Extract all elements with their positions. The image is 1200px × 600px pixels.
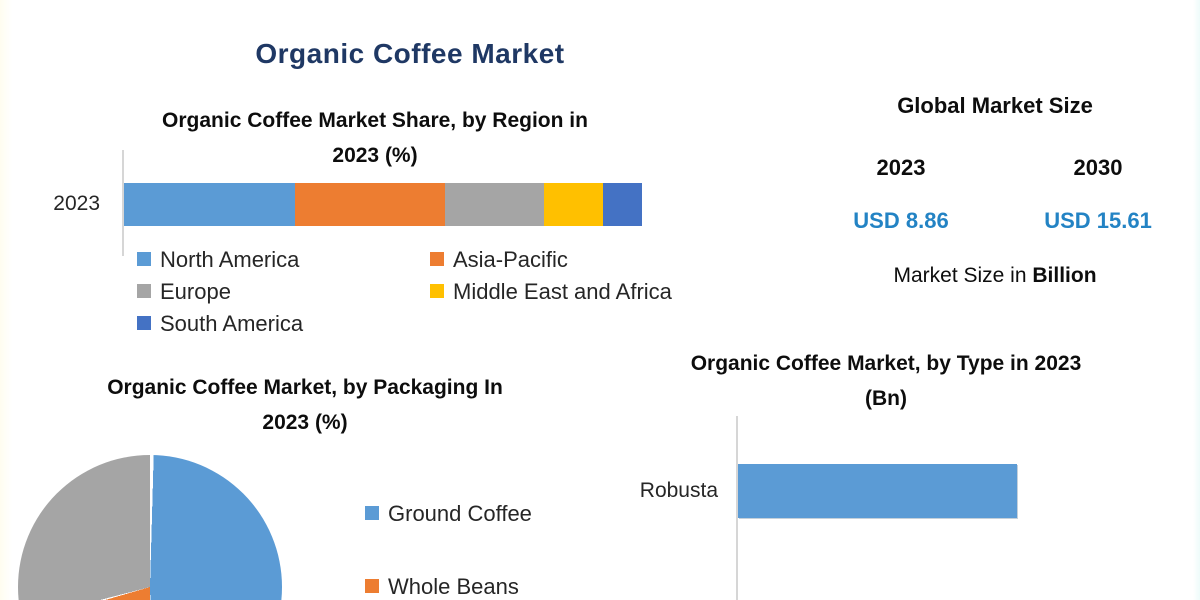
chart-title-line: Organic Coffee Market Share, by Region i… (162, 109, 588, 132)
type-chart-title: Organic Coffee Market, by Type in 2023 (… (656, 346, 1116, 416)
legend-label-asia-pacific: Asia-Pacific (453, 247, 568, 272)
legend-label-north-america: North America (160, 247, 300, 272)
market-size-value-2023: USD 8.86 (853, 208, 949, 233)
legend-swatch-south-america (137, 316, 151, 330)
legend-label-ground-coffee: Ground Coffee (388, 501, 532, 526)
bar-segment-north-america (124, 183, 295, 226)
market-size-year-2030: 2030 (1073, 155, 1123, 180)
legend-label-south-america: South America (160, 311, 304, 336)
packaging-chart-title: Organic Coffee Market, by Packaging In 2… (70, 370, 540, 440)
legend-item-whole-beans: Whole Beans (365, 574, 519, 600)
legend-label-middle-east-and-africa: Middle East and Africa (453, 279, 672, 304)
right-edge-tint (1193, 0, 1200, 600)
legend-swatch-asia-pacific (430, 252, 444, 266)
chart-title-line: 2023 (%) (332, 144, 418, 167)
legend-item-north-america: North America (137, 247, 299, 273)
bar-segment-europe (445, 183, 544, 226)
legend-swatch-whole-beans (365, 579, 379, 593)
chart-title-line: 2023 (%) (262, 411, 348, 434)
type-y-axis-line (736, 416, 738, 600)
legend-swatch-middle-east-and-africa (430, 284, 444, 298)
legend-item-middle-east-and-africa: Middle East and Africa (430, 279, 672, 305)
left-edge-tint (0, 0, 12, 600)
chart-title-line: Organic Coffee Market, by Type in 2023 (690, 352, 1082, 375)
legend-item-europe: Europe (137, 279, 231, 305)
chart-title-line: Organic Coffee Market, by Packaging In (107, 376, 503, 399)
robusta-bar (738, 464, 1017, 518)
type-category-label-robusta: Robusta (639, 479, 718, 502)
market-size-caption-prefix: Market Size in (893, 264, 1033, 287)
region-category-label: 2023 (53, 192, 100, 215)
legend-item-asia-pacific: Asia-Pacific (430, 247, 568, 273)
region-stacked-bar (124, 183, 642, 226)
bar-segment-south-america (603, 183, 642, 226)
legend-label-europe: Europe (160, 279, 231, 304)
legend-swatch-europe (137, 284, 151, 298)
global-market-size-title: Global Market Size (897, 93, 1093, 118)
bar-segment-middle-east-and-africa (543, 183, 604, 226)
page-title: Organic Coffee Market (255, 38, 565, 69)
chart-title-line: (Bn) (865, 387, 907, 410)
market-size-value-2030: USD 15.61 (1044, 208, 1152, 233)
region-chart-title: Organic Coffee Market Share, by Region i… (95, 103, 655, 173)
legend-item-south-america: South America (137, 311, 303, 337)
packaging-pie (18, 455, 282, 600)
legend-swatch-ground-coffee (365, 506, 379, 520)
market-size-year-2023: 2023 (876, 155, 926, 180)
bar-segment-asia-pacific (294, 183, 446, 226)
region-y-axis-line (122, 150, 124, 256)
legend-item-ground-coffee: Ground Coffee (365, 501, 532, 527)
market-size-caption: Market Size in Billion (820, 264, 1170, 288)
legend-swatch-north-america (137, 252, 151, 266)
market-size-caption-unit: Billion (1032, 264, 1097, 287)
legend-label-whole-beans: Whole Beans (388, 574, 519, 599)
